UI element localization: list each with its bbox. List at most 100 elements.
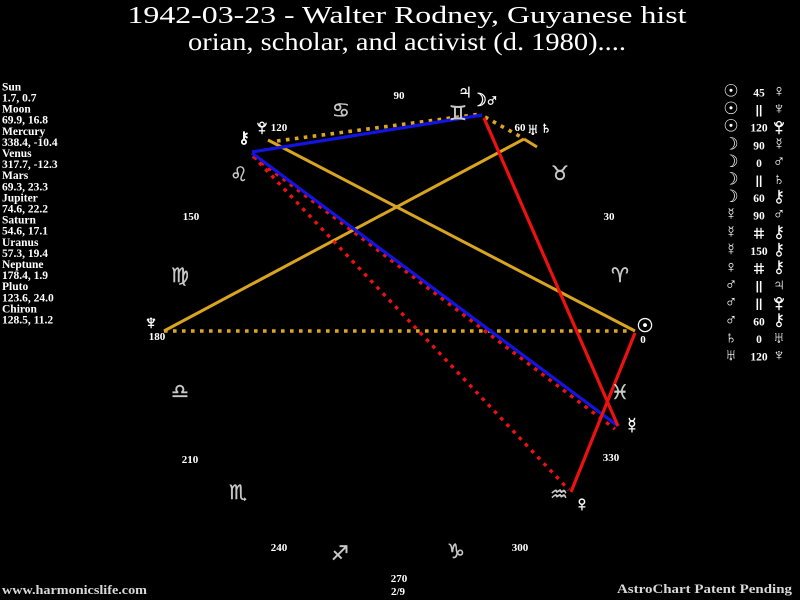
svg-text:⚷︎: ⚷︎ xyxy=(773,187,785,206)
svg-text:150: 150 xyxy=(750,246,768,258)
svg-text:338.4, -10.4: 338.4, -10.4 xyxy=(2,137,58,149)
svg-text:300: 300 xyxy=(512,542,529,554)
svg-text:⚷︎: ⚷︎ xyxy=(773,258,785,277)
svg-text:☿︎: ☿︎ xyxy=(725,222,738,241)
svg-text:317.7, -12.3: 317.7, -12.3 xyxy=(2,159,58,171)
svg-text:♑︎: ♑︎ xyxy=(447,541,465,563)
svg-text:60: 60 xyxy=(753,193,765,205)
svg-text:⚷︎: ⚷︎ xyxy=(773,222,785,241)
svg-text:⚷︎: ⚷︎ xyxy=(238,130,250,147)
svg-text:0: 0 xyxy=(640,334,646,346)
svg-text:Chiron: Chiron xyxy=(2,303,38,315)
svg-text:♂︎: ♂︎ xyxy=(773,205,786,224)
svg-text:AstroChart Patent Pending: AstroChart Patent Pending xyxy=(617,582,793,596)
svg-text:90: 90 xyxy=(753,211,765,223)
svg-text:||: || xyxy=(756,297,763,311)
svg-text:90: 90 xyxy=(753,140,765,152)
svg-text:Jupiter: Jupiter xyxy=(2,192,38,204)
svg-text:♍︎: ♍︎ xyxy=(171,265,189,287)
svg-text:120: 120 xyxy=(271,122,288,134)
svg-text:♄︎: ♄︎ xyxy=(725,328,738,347)
svg-text:♀︎: ♀︎ xyxy=(773,82,786,101)
svg-text:||: || xyxy=(756,103,763,117)
svg-text:270: 270 xyxy=(391,573,408,585)
svg-text:♆︎: ♆︎ xyxy=(773,346,786,365)
svg-text:Mars: Mars xyxy=(2,170,29,182)
svg-text:♒︎: ♒︎ xyxy=(550,484,568,506)
svg-text:Pluto: Pluto xyxy=(2,281,28,293)
svg-text:☉︎: ☉︎ xyxy=(723,117,738,136)
svg-text:www.harmonicslife.com: www.harmonicslife.com xyxy=(2,582,147,597)
svg-text:150: 150 xyxy=(183,211,200,223)
svg-text:||: || xyxy=(756,279,763,293)
svg-text:⚷︎: ⚷︎ xyxy=(773,310,785,329)
svg-text:♊︎: ♊︎ xyxy=(449,103,467,125)
svg-text:orian, scholar, and activist (: orian, scholar, and activist (d. 1980)..… xyxy=(188,27,626,56)
svg-text:69.3, 23.3: 69.3, 23.3 xyxy=(2,181,48,193)
svg-text:☿︎: ☿︎ xyxy=(725,205,738,224)
svg-text:♄︎: ♄︎ xyxy=(540,120,552,137)
svg-text:54.6, 17.1: 54.6, 17.1 xyxy=(2,226,48,238)
svg-text:1942-03-23 - Walter Rodney, Gu: 1942-03-23 - Walter Rodney, Guyanese his… xyxy=(128,3,687,29)
svg-text:♂︎: ♂︎ xyxy=(773,152,786,171)
svg-text:60: 60 xyxy=(515,122,527,134)
svg-text:♎︎: ♎︎ xyxy=(171,381,189,403)
svg-text:☽︎: ☽︎ xyxy=(471,90,487,110)
svg-text:Moon: Moon xyxy=(2,104,31,116)
svg-text:0: 0 xyxy=(756,334,762,346)
svg-text:♉︎: ♉︎ xyxy=(551,163,569,185)
svg-text:☿︎: ☿︎ xyxy=(773,134,786,153)
svg-text:♅︎: ♅︎ xyxy=(527,120,540,139)
svg-text:♅︎: ♅︎ xyxy=(725,346,738,365)
svg-text:240: 240 xyxy=(271,542,288,554)
svg-text:1.7, 0.7: 1.7, 0.7 xyxy=(2,93,37,105)
svg-text:☽︎: ☽︎ xyxy=(723,187,738,206)
svg-text:330: 330 xyxy=(603,452,620,464)
svg-text:180: 180 xyxy=(149,331,166,343)
svg-text:☉︎: ☉︎ xyxy=(723,82,738,101)
svg-text:♃︎: ♃︎ xyxy=(458,81,473,103)
svg-text:☿︎: ☿︎ xyxy=(725,240,738,259)
svg-text:30: 30 xyxy=(604,211,616,223)
svg-text:0: 0 xyxy=(756,158,762,170)
svg-text:☽︎: ☽︎ xyxy=(723,152,738,171)
svg-text:60: 60 xyxy=(753,316,765,328)
svg-text:♏︎: ♏︎ xyxy=(229,482,247,504)
svg-text:210: 210 xyxy=(182,454,199,466)
svg-text:90: 90 xyxy=(394,90,406,102)
svg-text:♂︎: ♂︎ xyxy=(725,275,738,294)
svg-text:♌︎: ♌︎ xyxy=(230,164,248,186)
svg-text:128.5, 11.2: 128.5, 11.2 xyxy=(2,315,53,327)
svg-text:123.6, 24.0: 123.6, 24.0 xyxy=(2,292,54,304)
svg-text:2/9: 2/9 xyxy=(391,586,406,598)
svg-text:♅︎: ♅︎ xyxy=(773,328,786,347)
svg-text:Saturn: Saturn xyxy=(2,215,36,227)
svg-text:♆︎: ♆︎ xyxy=(144,312,159,334)
svg-text:69.9, 16.8: 69.9, 16.8 xyxy=(2,115,48,127)
svg-text:♂︎: ♂︎ xyxy=(485,91,499,112)
svg-text:Mercury: Mercury xyxy=(2,126,45,138)
svg-text:Uranus: Uranus xyxy=(2,237,39,249)
svg-text:120: 120 xyxy=(750,123,768,135)
svg-text:178.4, 1.9: 178.4, 1.9 xyxy=(2,270,48,282)
svg-text:Sun: Sun xyxy=(2,81,22,93)
svg-text:♐︎: ♐︎ xyxy=(331,543,349,565)
svg-text:♓︎: ♓︎ xyxy=(611,382,629,404)
svg-text:♀︎: ♀︎ xyxy=(725,258,738,277)
svg-text:Neptune: Neptune xyxy=(2,259,44,271)
svg-text:♃︎: ♃︎ xyxy=(773,275,786,294)
svg-text:♋︎: ♋︎ xyxy=(332,100,350,122)
svg-text:Venus: Venus xyxy=(2,148,32,160)
svg-text:57.3, 19.4: 57.3, 19.4 xyxy=(2,248,48,260)
svg-text:☽︎: ☽︎ xyxy=(723,134,738,153)
svg-text:74.6, 22.2: 74.6, 22.2 xyxy=(2,204,48,216)
svg-text:☽︎: ☽︎ xyxy=(723,170,738,189)
svg-text:♂︎: ♂︎ xyxy=(725,293,738,312)
svg-text:45: 45 xyxy=(753,88,765,100)
svg-text:☉︎: ☉︎ xyxy=(723,99,738,118)
svg-text:♈︎: ♈︎ xyxy=(611,265,629,287)
svg-text:☿︎: ☿︎ xyxy=(624,413,641,438)
svg-text:||: || xyxy=(756,174,763,188)
svg-text:☉︎: ☉︎ xyxy=(636,316,653,337)
svg-text:♄︎: ♄︎ xyxy=(773,170,786,189)
